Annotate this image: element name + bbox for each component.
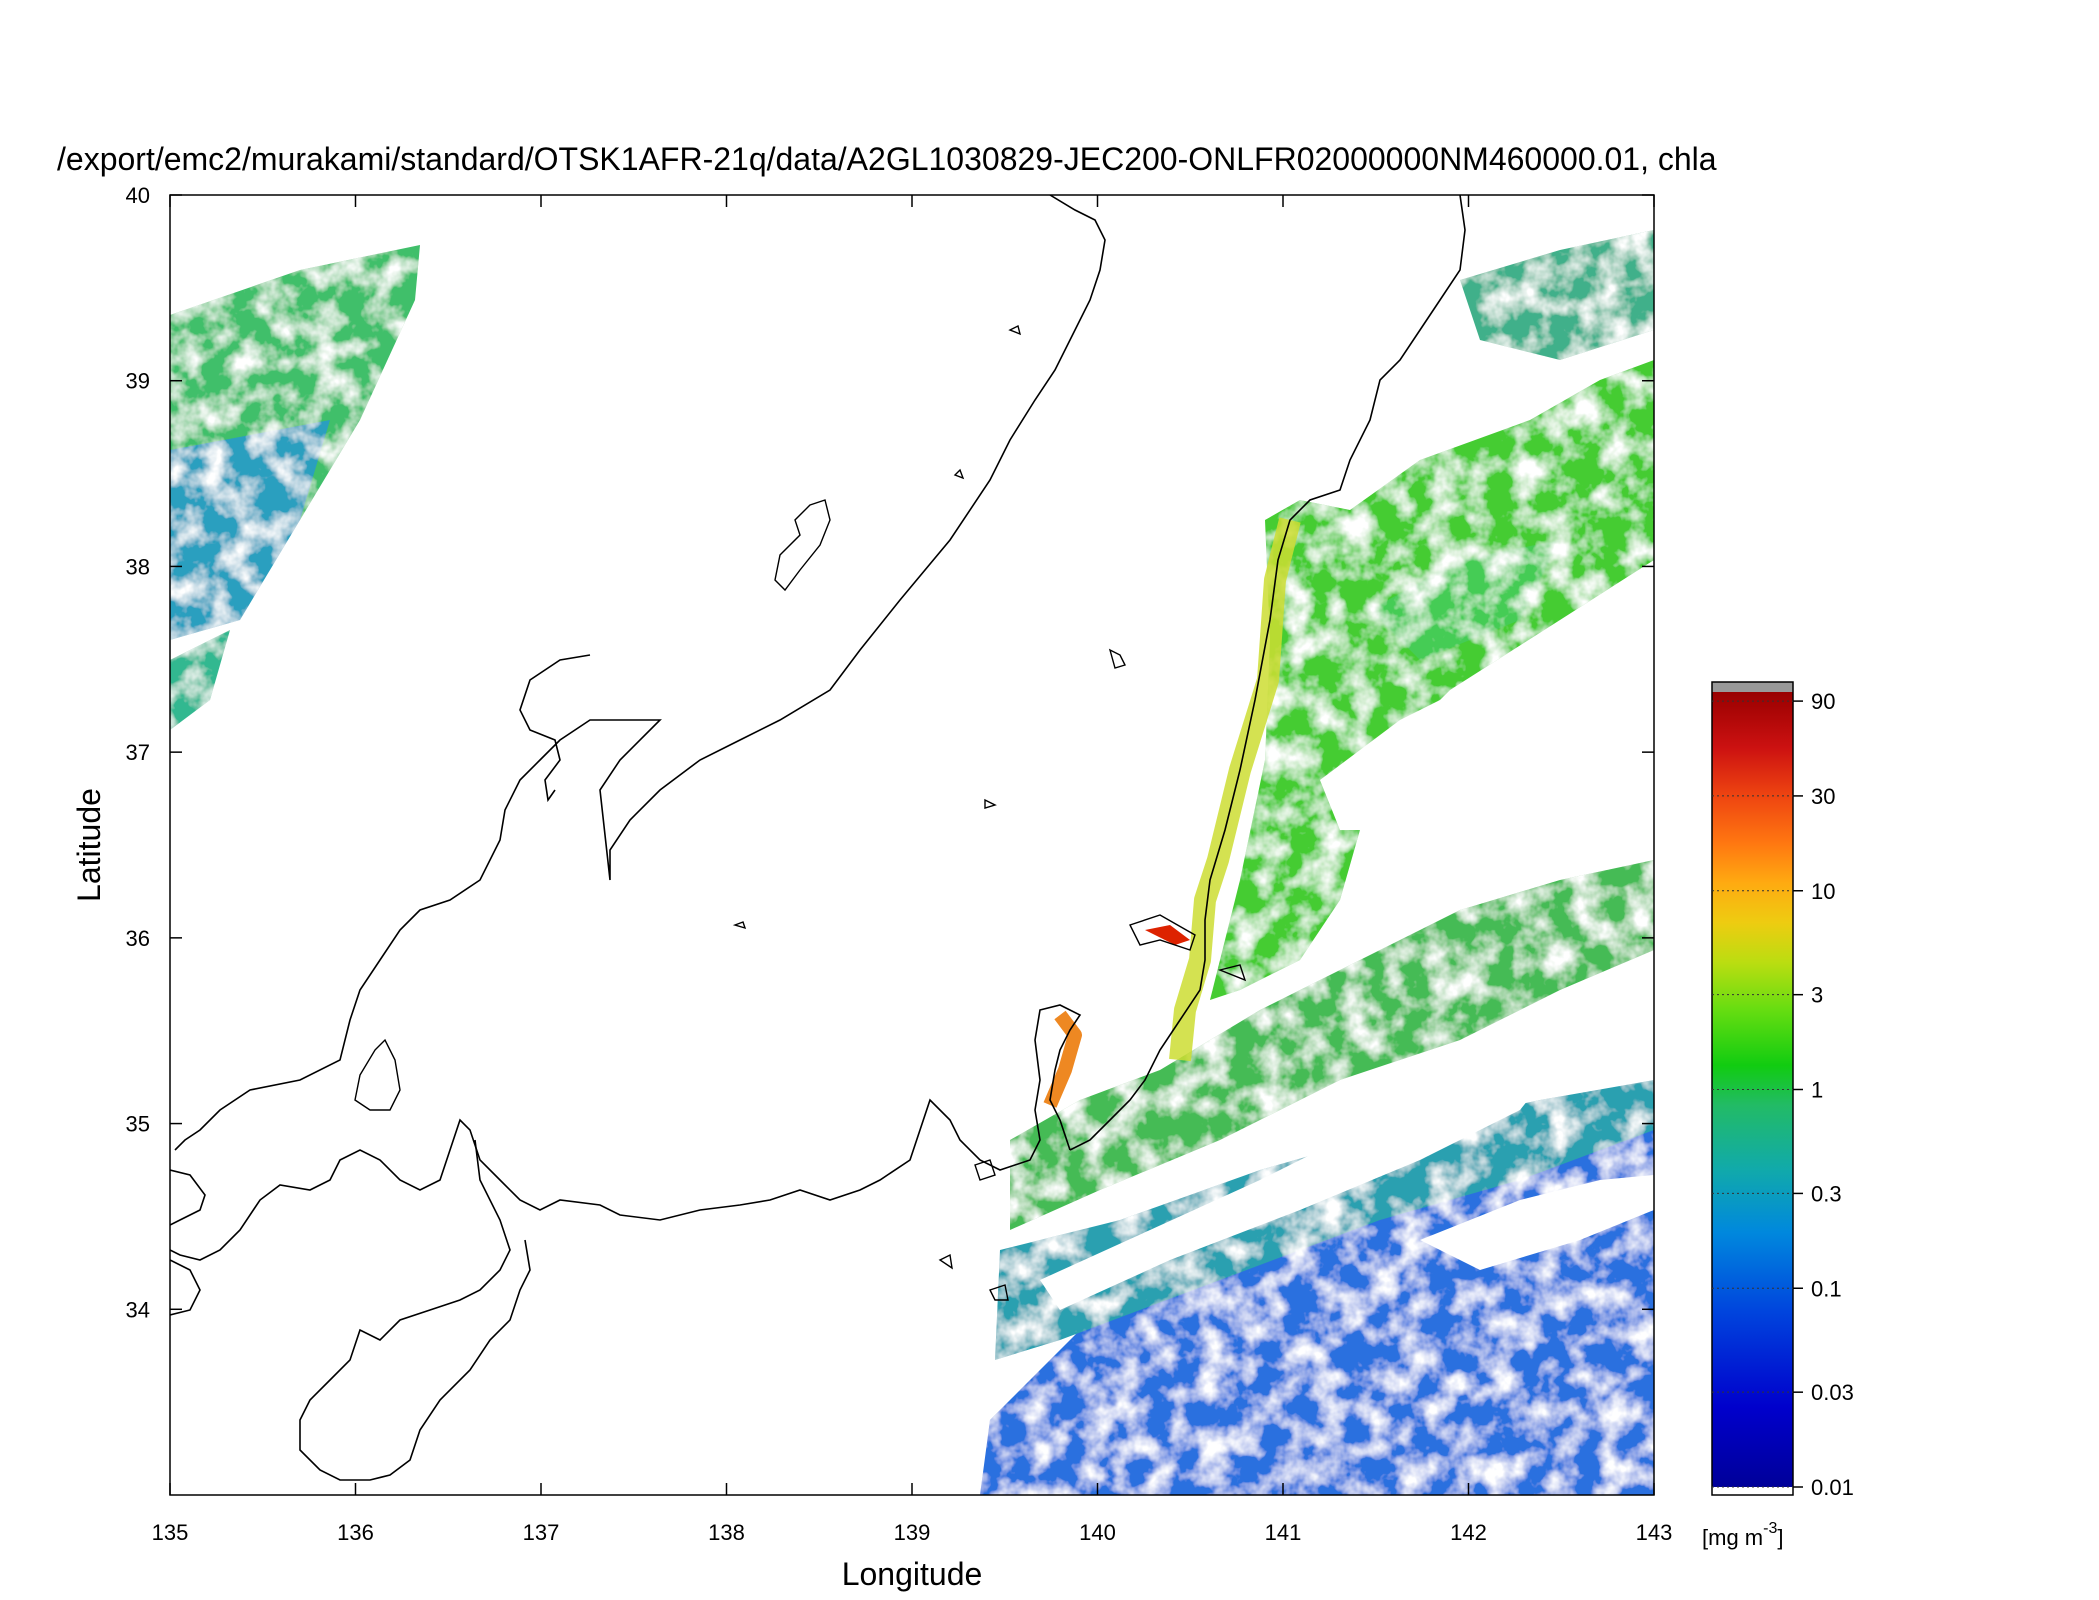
x-tick-label: 138 (708, 1520, 745, 1545)
x-tick-label: 143 (1636, 1520, 1673, 1545)
colorbar-tick-label: 0.03 (1811, 1380, 1854, 1405)
kasumigaura-outline (1129, 914, 1196, 951)
kii-peninsula (299, 1139, 531, 1481)
honshu-east-coast (1069, 195, 1466, 1151)
x-tick-label: 139 (894, 1520, 931, 1545)
noto-peninsula (519, 654, 591, 803)
y-tick-label: 38 (126, 554, 150, 579)
lake-red-patch (1145, 925, 1190, 945)
nw-swath-blue (170, 420, 330, 640)
tokyo-bay-coast (170, 1004, 1082, 1261)
x-axis-label: Longitude (842, 1556, 983, 1592)
x-tick-label: 136 (337, 1520, 374, 1545)
y-axis-ticks: 34 35 36 37 38 39 40 (126, 183, 1654, 1322)
awashima-island (953, 468, 965, 480)
x-axis-ticks: 135 136 137 138 139 140 141 142 143 (152, 195, 1673, 1545)
y-tick-label: 36 (126, 926, 150, 951)
cloud-band-1 (1320, 640, 1654, 830)
small-rock-2 (732, 921, 747, 930)
x-tick-label: 141 (1265, 1520, 1302, 1545)
cloud-band-3 (1420, 1175, 1654, 1270)
coastal-yellow-strip (1169, 517, 1301, 1062)
offshore-green (1370, 540, 1560, 660)
colorbar: 90 30 10 3 1 0.3 0.1 0.03 0.01 [mg m-3] (1702, 681, 1854, 1550)
colorbar-tick-label: 90 (1811, 689, 1835, 714)
nw-swath-lower (170, 630, 230, 730)
southeast-blue-region (980, 1110, 1654, 1495)
colorbar-tick-label: 0.1 (1811, 1276, 1842, 1301)
y-tick-label: 37 (126, 740, 150, 765)
coastal-green (1210, 360, 1654, 1000)
cloud-band-2 (1040, 1060, 1560, 1310)
shikoku-coast (170, 1169, 206, 1226)
coastline-layer (170, 195, 1466, 1481)
y-tick-label: 35 (126, 1112, 150, 1137)
figure-title: /export/emc2/murakami/standard/OTSK1AFR-… (57, 141, 1717, 177)
ne-patch (1460, 230, 1654, 360)
colorbar-bottom-underflow (1712, 1487, 1793, 1495)
colorbar-tick-label: 1 (1811, 1078, 1823, 1103)
small-rock-1 (984, 798, 997, 809)
x-tick-label: 137 (523, 1520, 560, 1545)
tobishima-island (1008, 324, 1022, 336)
honshu-north-coast (174, 195, 1106, 1151)
bay-orange-strip (1043, 1010, 1082, 1108)
y-tick-label: 39 (126, 369, 150, 394)
colorbar-tick-label: 0.3 (1811, 1181, 1842, 1206)
southern-green-band (1010, 860, 1654, 1230)
colorbar-tick-label: 30 (1811, 784, 1835, 809)
x-tick-label: 135 (152, 1520, 189, 1545)
chla-data-layer (170, 230, 1654, 1495)
y-tick-label: 34 (126, 1297, 150, 1322)
lagoon-outline (1217, 964, 1247, 982)
izu-island-1 (974, 1159, 996, 1181)
colorbar-tick-label: 3 (1811, 983, 1823, 1008)
izu-island-2 (938, 1253, 953, 1270)
southeast-teal-region (995, 1080, 1654, 1360)
y-axis-label: Latitude (71, 788, 107, 902)
lake-biwa (354, 1038, 401, 1111)
colorbar-tick-label: 0.01 (1811, 1475, 1854, 1500)
colorbar-top-overflow (1712, 682, 1793, 692)
colorbar-frame (1711, 681, 1794, 1496)
colorbar-tick-label: 10 (1811, 879, 1835, 904)
sado-island (774, 499, 831, 592)
awaji-coast (170, 1259, 201, 1316)
izu-island-3 (989, 1284, 1009, 1301)
x-tick-label: 142 (1450, 1520, 1487, 1545)
colorbar-ticks: 90 30 10 3 1 0.3 0.1 0.03 0.01 (1712, 689, 1854, 1500)
x-tick-label: 140 (1079, 1520, 1116, 1545)
y-tick-label: 40 (126, 183, 150, 208)
hegura-island (1108, 648, 1126, 669)
colorbar-unit-label: [mg m-3] (1702, 1520, 1783, 1550)
